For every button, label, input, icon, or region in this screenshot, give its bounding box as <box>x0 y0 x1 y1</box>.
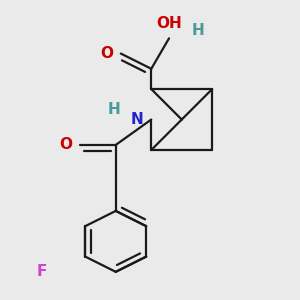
Circle shape <box>46 266 59 278</box>
Circle shape <box>163 30 176 42</box>
Text: F: F <box>37 264 47 279</box>
Text: OH: OH <box>156 16 182 31</box>
Circle shape <box>72 139 84 151</box>
Text: O: O <box>100 46 113 61</box>
Text: H: H <box>192 23 205 38</box>
Circle shape <box>142 113 155 126</box>
Circle shape <box>112 47 125 60</box>
Text: N: N <box>131 112 144 127</box>
Text: O: O <box>60 137 73 152</box>
Text: H: H <box>108 102 121 117</box>
